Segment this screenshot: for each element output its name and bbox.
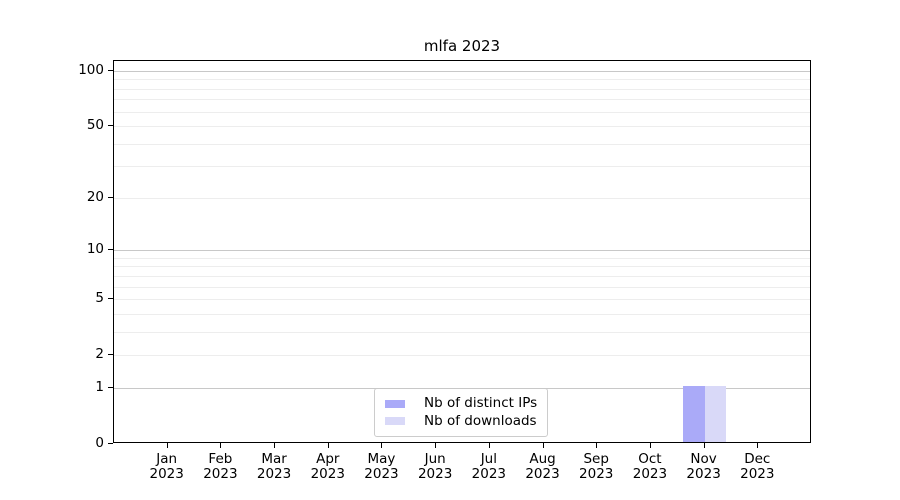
minor-gridline bbox=[114, 197, 810, 199]
minor-gridline bbox=[114, 275, 810, 277]
major-gridline bbox=[114, 250, 810, 252]
y-tick-label: 5 bbox=[95, 290, 104, 307]
legend-item-downloads: Nb of downloads bbox=[385, 413, 537, 431]
minor-gridline bbox=[114, 111, 810, 113]
y-tick-label: 2 bbox=[95, 346, 104, 363]
legend-item-distinct-ips: Nb of distinct IPs bbox=[385, 395, 537, 413]
minor-gridline bbox=[114, 313, 810, 315]
major-gridline bbox=[114, 70, 810, 72]
y-tick-label: 20 bbox=[86, 188, 104, 205]
minor-gridline bbox=[114, 166, 810, 168]
x-tick-label-jul: Jul 2023 bbox=[471, 451, 507, 482]
y-tick-label: 100 bbox=[78, 61, 104, 78]
y-tick-label: 0 bbox=[95, 435, 104, 451]
x-tick-mark bbox=[757, 443, 759, 448]
minor-gridline bbox=[114, 143, 810, 145]
legend: Nb of distinct IPs Nb of downloads bbox=[374, 388, 549, 437]
y-tick-mark bbox=[108, 125, 113, 127]
x-tick-label-jun: Jun 2023 bbox=[417, 451, 453, 482]
y-tick-mark bbox=[108, 69, 113, 71]
minor-gridline bbox=[114, 99, 810, 101]
x-tick-label-nov: Nov 2023 bbox=[686, 451, 721, 482]
x-tick-mark bbox=[596, 443, 598, 448]
minor-gridline bbox=[114, 286, 810, 288]
bar-nov-series0 bbox=[683, 385, 705, 442]
minor-gridline bbox=[114, 331, 810, 333]
x-tick-mark bbox=[166, 443, 168, 448]
chart-title: mlfa 2023 bbox=[423, 37, 501, 55]
legend-swatch-downloads-icon bbox=[385, 417, 405, 426]
x-tick-label-mar: Mar 2023 bbox=[256, 451, 292, 482]
minor-gridline bbox=[114, 88, 810, 90]
x-tick-mark bbox=[703, 443, 705, 448]
y-tick-mark bbox=[108, 354, 113, 356]
x-tick-mark bbox=[649, 443, 651, 448]
x-tick-mark bbox=[381, 443, 383, 448]
legend-swatch-distinct-ips-icon bbox=[385, 399, 405, 408]
minor-gridline bbox=[114, 299, 810, 301]
x-tick-label-aug: Aug 2023 bbox=[525, 451, 560, 482]
x-tick-mark bbox=[327, 443, 329, 448]
x-tick-label-feb: Feb 2023 bbox=[203, 451, 238, 482]
y-tick-label: 1 bbox=[95, 378, 104, 395]
y-tick-mark bbox=[108, 298, 113, 300]
plot-area: Nb of distinct IPs Nb of downloads bbox=[113, 60, 811, 443]
x-tick-label-may: May 2023 bbox=[364, 451, 399, 482]
minor-gridline bbox=[114, 266, 810, 268]
y-tick-mark bbox=[108, 196, 113, 198]
minor-gridline bbox=[114, 355, 810, 357]
x-tick-mark bbox=[435, 443, 437, 448]
minor-gridline bbox=[114, 79, 810, 81]
x-tick-label-dec: Dec 2023 bbox=[740, 451, 775, 482]
x-tick-mark bbox=[488, 443, 490, 448]
y-tick-mark bbox=[108, 249, 113, 251]
x-tick-label-sep: Sep 2023 bbox=[579, 451, 614, 482]
legend-label-distinct-ips: Nb of distinct IPs bbox=[424, 395, 538, 412]
x-tick-mark bbox=[274, 443, 276, 448]
x-tick-mark bbox=[220, 443, 222, 448]
x-tick-label-jan: Jan 2023 bbox=[149, 451, 184, 482]
x-tick-mark bbox=[542, 443, 544, 448]
legend-label-downloads: Nb of downloads bbox=[424, 412, 537, 429]
x-tick-label-apr: Apr 2023 bbox=[310, 451, 345, 482]
x-tick-label-oct: Oct 2023 bbox=[632, 451, 668, 482]
y-tick-label: 50 bbox=[86, 117, 104, 134]
y-tick-mark bbox=[108, 443, 113, 444]
minor-gridline bbox=[114, 257, 810, 259]
y-tick-label: 10 bbox=[86, 241, 104, 258]
minor-gridline bbox=[114, 126, 810, 128]
bar-nov-series1 bbox=[704, 385, 727, 442]
major-gridline bbox=[114, 387, 810, 389]
y-tick-mark bbox=[108, 386, 113, 388]
